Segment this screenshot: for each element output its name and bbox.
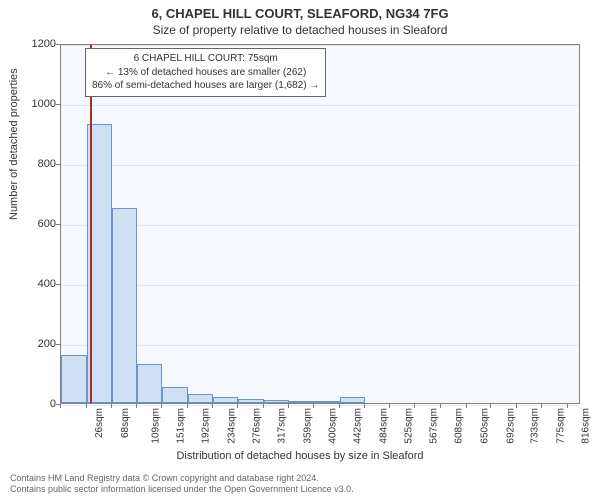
x-tick-mark bbox=[60, 404, 61, 408]
y-tick-mark bbox=[56, 44, 60, 45]
x-tick-label: 400sqm bbox=[327, 408, 338, 444]
y-tick-mark bbox=[56, 224, 60, 225]
x-tick-mark bbox=[187, 404, 188, 408]
x-tick-mark bbox=[263, 404, 264, 408]
x-tick-mark bbox=[313, 404, 314, 408]
y-tick-label: 800 bbox=[16, 158, 56, 170]
histogram-bar bbox=[61, 355, 87, 403]
x-tick-label: 359sqm bbox=[302, 408, 313, 444]
x-tick-mark bbox=[339, 404, 340, 408]
x-tick-label: 26sqm bbox=[94, 408, 105, 438]
x-axis-label: Distribution of detached houses by size … bbox=[0, 450, 600, 462]
x-tick-label: 192sqm bbox=[201, 408, 212, 444]
y-tick-label: 0 bbox=[16, 398, 56, 410]
annotation-line2: ← 13% of detached houses are smaller (26… bbox=[92, 66, 319, 80]
x-tick-mark bbox=[111, 404, 112, 408]
x-tick-label: 733sqm bbox=[530, 408, 541, 444]
x-tick-label: 525sqm bbox=[403, 408, 414, 444]
x-tick-mark bbox=[212, 404, 213, 408]
y-tick-mark bbox=[56, 344, 60, 345]
histogram-bar bbox=[188, 394, 214, 403]
y-tick-label: 1000 bbox=[16, 98, 56, 110]
x-tick-label: 484sqm bbox=[378, 408, 389, 444]
page-title: 6, CHAPEL HILL COURT, SLEAFORD, NG34 7FG bbox=[0, 0, 600, 21]
x-tick-mark bbox=[161, 404, 162, 408]
x-tick-mark bbox=[440, 404, 441, 408]
x-tick-mark bbox=[136, 404, 137, 408]
histogram-bar bbox=[289, 401, 315, 403]
y-tick-mark bbox=[56, 284, 60, 285]
histogram-bar bbox=[238, 399, 264, 404]
x-tick-label: 109sqm bbox=[150, 408, 161, 444]
grid-line bbox=[61, 405, 579, 406]
x-tick-mark bbox=[288, 404, 289, 408]
y-tick-label: 600 bbox=[16, 218, 56, 230]
histogram-bar bbox=[112, 208, 138, 403]
y-tick-label: 1200 bbox=[16, 38, 56, 50]
annotation-line1: 6 CHAPEL HILL COURT: 75sqm bbox=[92, 52, 319, 66]
page-subtitle: Size of property relative to detached ho… bbox=[0, 21, 600, 41]
x-tick-mark bbox=[237, 404, 238, 408]
annotation-line3: 86% of semi-detached houses are larger (… bbox=[92, 79, 319, 93]
x-tick-mark bbox=[86, 404, 87, 408]
histogram-chart bbox=[60, 44, 580, 404]
x-tick-mark bbox=[516, 404, 517, 408]
x-tick-mark bbox=[466, 404, 467, 408]
property-marker-line bbox=[90, 45, 92, 403]
x-tick-label: 608sqm bbox=[454, 408, 465, 444]
x-tick-label: 567sqm bbox=[429, 408, 440, 444]
histogram-bar bbox=[137, 364, 162, 403]
x-tick-label: 775sqm bbox=[556, 408, 567, 444]
x-tick-label: 151sqm bbox=[176, 408, 187, 444]
histogram-bar bbox=[264, 400, 289, 403]
y-tick-label: 400 bbox=[16, 278, 56, 290]
footer-line1: Contains HM Land Registry data © Crown c… bbox=[10, 473, 354, 485]
y-tick-mark bbox=[56, 164, 60, 165]
x-tick-mark bbox=[567, 404, 568, 408]
x-tick-mark bbox=[389, 404, 390, 408]
y-axis-label: Number of detached properties bbox=[8, 68, 20, 220]
x-tick-mark bbox=[490, 404, 491, 408]
x-tick-label: 816sqm bbox=[581, 408, 592, 444]
histogram-bar bbox=[213, 397, 238, 403]
footer-attribution: Contains HM Land Registry data © Crown c… bbox=[10, 473, 354, 496]
x-tick-mark bbox=[541, 404, 542, 408]
x-tick-label: 692sqm bbox=[505, 408, 516, 444]
y-tick-mark bbox=[56, 104, 60, 105]
x-tick-label: 234sqm bbox=[226, 408, 237, 444]
x-tick-label: 317sqm bbox=[277, 408, 288, 444]
x-tick-label: 276sqm bbox=[252, 408, 263, 444]
footer-line2: Contains public sector information licen… bbox=[10, 484, 354, 496]
y-tick-label: 200 bbox=[16, 338, 56, 350]
x-tick-mark bbox=[364, 404, 365, 408]
x-tick-label: 442sqm bbox=[353, 408, 364, 444]
bars-layer bbox=[61, 45, 579, 403]
histogram-bar bbox=[162, 387, 188, 404]
histogram-bar bbox=[314, 401, 340, 403]
annotation-box: 6 CHAPEL HILL COURT: 75sqm ← 13% of deta… bbox=[85, 48, 326, 97]
x-tick-mark bbox=[414, 404, 415, 408]
x-tick-label: 68sqm bbox=[120, 408, 131, 438]
histogram-bar bbox=[340, 397, 365, 403]
x-tick-label: 650sqm bbox=[480, 408, 491, 444]
